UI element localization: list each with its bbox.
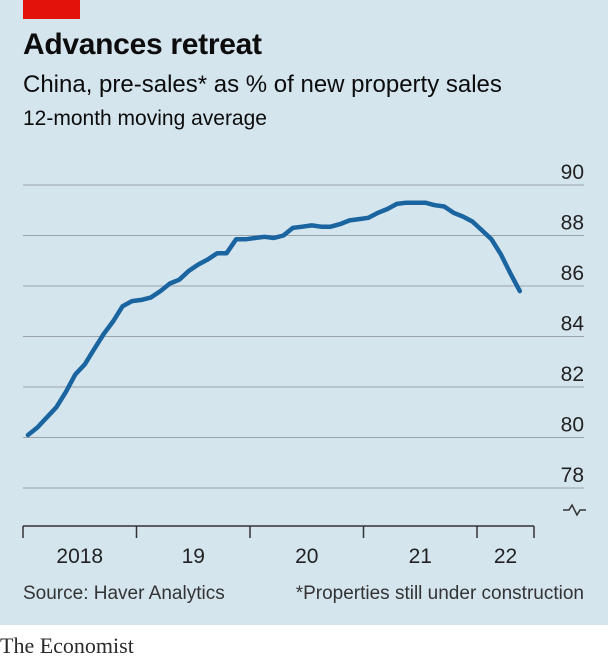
x-tick-label-2018: 2018 (56, 545, 103, 568)
x-tick-label-21: 21 (409, 545, 432, 568)
gridlines (23, 184, 584, 489)
y-tick-label-90: 90 (561, 161, 584, 184)
x-axis: 2018 19 20 21 22 (22, 525, 535, 568)
y-tick-labels: 90 88 86 84 82 80 78 (561, 161, 585, 487)
series-line-0 (25, 200, 523, 438)
chart-title: Advances retreat (23, 28, 262, 61)
source-note: Source: Haver Analytics (23, 583, 225, 604)
publisher-logo: The Economist (0, 633, 134, 658)
axis-break-icon (563, 503, 586, 517)
chart-note: 12-month moving average (23, 107, 267, 130)
chart-panel (0, 0, 608, 625)
axis-break-marker (563, 503, 586, 517)
y-tick-label-88: 88 (561, 212, 584, 235)
series-group (25, 200, 523, 438)
x-tick-label-20: 20 (295, 545, 318, 568)
y-tick-label-78: 78 (561, 464, 584, 487)
brand-red-tag (23, 0, 80, 19)
footnote: *Properties still under construction (295, 583, 584, 604)
x-tick-label-19: 19 (182, 545, 205, 568)
chart-subtitle: China, pre-sales* as % of new property s… (23, 71, 502, 98)
y-tick-label-80: 80 (561, 414, 584, 437)
x-tick-label-22: 22 (494, 545, 517, 568)
y-tick-label-84: 84 (561, 313, 585, 336)
line-chart: 90 88 86 84 82 80 78 2018 19 20 21 22 (22, 161, 586, 568)
y-tick-label-86: 86 (561, 262, 584, 285)
y-tick-label-82: 82 (561, 363, 584, 386)
